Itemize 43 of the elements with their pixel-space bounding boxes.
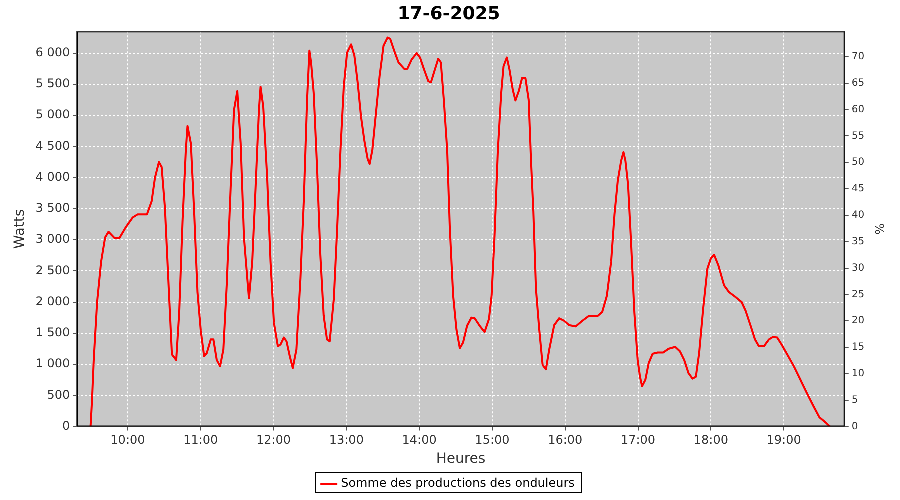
y-tick-label: 1 000 — [36, 356, 70, 371]
y-tick-label: 6 000 — [36, 46, 70, 60]
y2-tick-label: 50 — [852, 157, 865, 168]
legend-label: Somme des productions des onduleurs — [341, 476, 575, 490]
y2-axis-title: % — [872, 223, 887, 235]
y-tick-label: 2 500 — [36, 263, 70, 278]
y2-tick-label: 55 — [852, 130, 865, 142]
y2-tick-label: 25 — [852, 289, 865, 300]
y-tick-label: 3 000 — [36, 232, 70, 246]
x-tick-label: 18:00 — [694, 433, 728, 448]
y2-tick-label: 30 — [852, 262, 865, 274]
x-tick-label: 13:00 — [329, 433, 364, 448]
y2-tick-label: 60 — [852, 104, 865, 116]
y-tick-label: 5 000 — [36, 108, 70, 122]
y2-tick-label: 0 — [852, 421, 858, 432]
y2-tick-label: 15 — [852, 342, 865, 354]
y2-tick-label: 70 — [852, 52, 865, 63]
x-tick-label: 14:00 — [402, 433, 437, 448]
chart-title: 17-6-2025 — [398, 3, 500, 24]
y2-tick-label: 20 — [852, 316, 865, 327]
x-tick-label: 19:00 — [766, 433, 802, 448]
x-tick-label: 17:00 — [620, 433, 656, 448]
y-tick-label: 2 000 — [36, 294, 70, 308]
y2-tick-label: 40 — [852, 210, 865, 222]
y-axis-title: Watts — [12, 209, 28, 250]
y-tick-label: 1 500 — [36, 326, 70, 340]
y-tick-label: 5 500 — [36, 76, 70, 91]
x-axis-title: Heures — [436, 451, 486, 468]
y-tick-label: 3 500 — [36, 201, 70, 216]
y-tick-label: 500 — [47, 388, 70, 402]
x-tick-label: 15:00 — [475, 433, 510, 448]
x-tick-label: 16:00 — [548, 433, 583, 448]
y2-tick-label: 45 — [852, 184, 865, 195]
y-tick-label: 0 — [62, 418, 70, 433]
y2-tick-label: 10 — [852, 368, 865, 380]
y2-tick-label: 65 — [852, 78, 865, 89]
y2-tick-label: 35 — [852, 236, 865, 248]
x-tick-label: 10:00 — [110, 433, 146, 448]
x-tick-label: 12:00 — [256, 433, 292, 448]
y-tick-label: 4 000 — [36, 170, 70, 184]
y-tick-label: 4 500 — [36, 138, 70, 153]
y2-tick-label: 5 — [852, 394, 858, 406]
x-tick-label: 11:00 — [184, 433, 218, 448]
